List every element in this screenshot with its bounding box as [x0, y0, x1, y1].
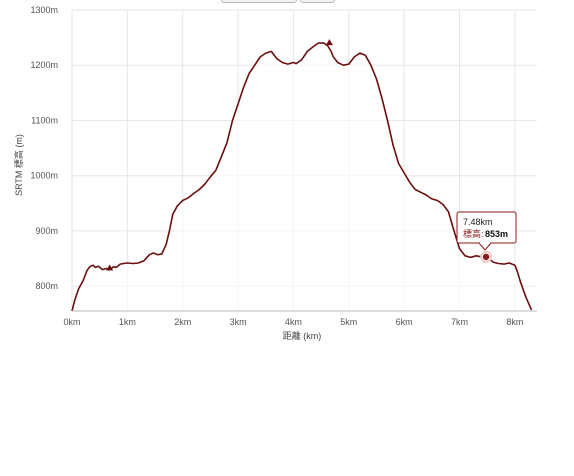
y-axis-title: SRTM 標高 (m): [13, 134, 24, 196]
tooltip-label: 標高:: [463, 228, 484, 239]
peak-marker: [106, 264, 114, 271]
top-control-right[interactable]: [300, 0, 335, 3]
y-tick-label: 1100m: [31, 115, 58, 125]
elevation-line: [71, 42, 533, 312]
tooltip-distance: 7.48km: [463, 217, 493, 227]
series-line-layer: [71, 42, 533, 312]
y-tick-label: 800m: [35, 281, 58, 291]
x-tick-label: 8km: [506, 317, 523, 327]
y-tick-label: 900m: [35, 226, 58, 236]
area-fill-path: [72, 43, 532, 311]
x-tick-label: 0km: [63, 317, 80, 327]
markers: [106, 39, 333, 271]
x-tick-label: 3km: [230, 317, 247, 327]
hover-point[interactable]: [480, 250, 493, 263]
y-tick-labels: 800m 900m 1000m 1100m 1200m 1300m: [30, 5, 58, 291]
hover-point-dot[interactable]: [482, 253, 490, 261]
top-control-left[interactable]: [221, 0, 297, 3]
x-tick-label: 5km: [340, 317, 357, 327]
x-axis-title: 距離 (km): [283, 330, 322, 341]
y-tick-label: 1300m: [30, 5, 58, 15]
x-tick-label: 6km: [396, 317, 413, 327]
x-tick-label: 4km: [285, 317, 302, 327]
x-tick-label: 7km: [451, 317, 468, 327]
tooltip-value: 853m: [485, 229, 508, 239]
x-tick-label: 1km: [119, 317, 136, 327]
y-tick-label: 1200m: [30, 60, 58, 70]
x-tick-label: 2km: [174, 317, 191, 327]
peak-marker: [325, 39, 333, 46]
area-fill: [72, 43, 532, 311]
tooltip: 7.48km 標高: 853m: [456, 211, 517, 251]
x-tick-labels: 0km 1km 2km 3km 4km 5km 6km 7km 8km: [63, 317, 523, 327]
y-tick-label: 1000m: [30, 171, 58, 181]
tooltip-pointer: [478, 242, 492, 251]
